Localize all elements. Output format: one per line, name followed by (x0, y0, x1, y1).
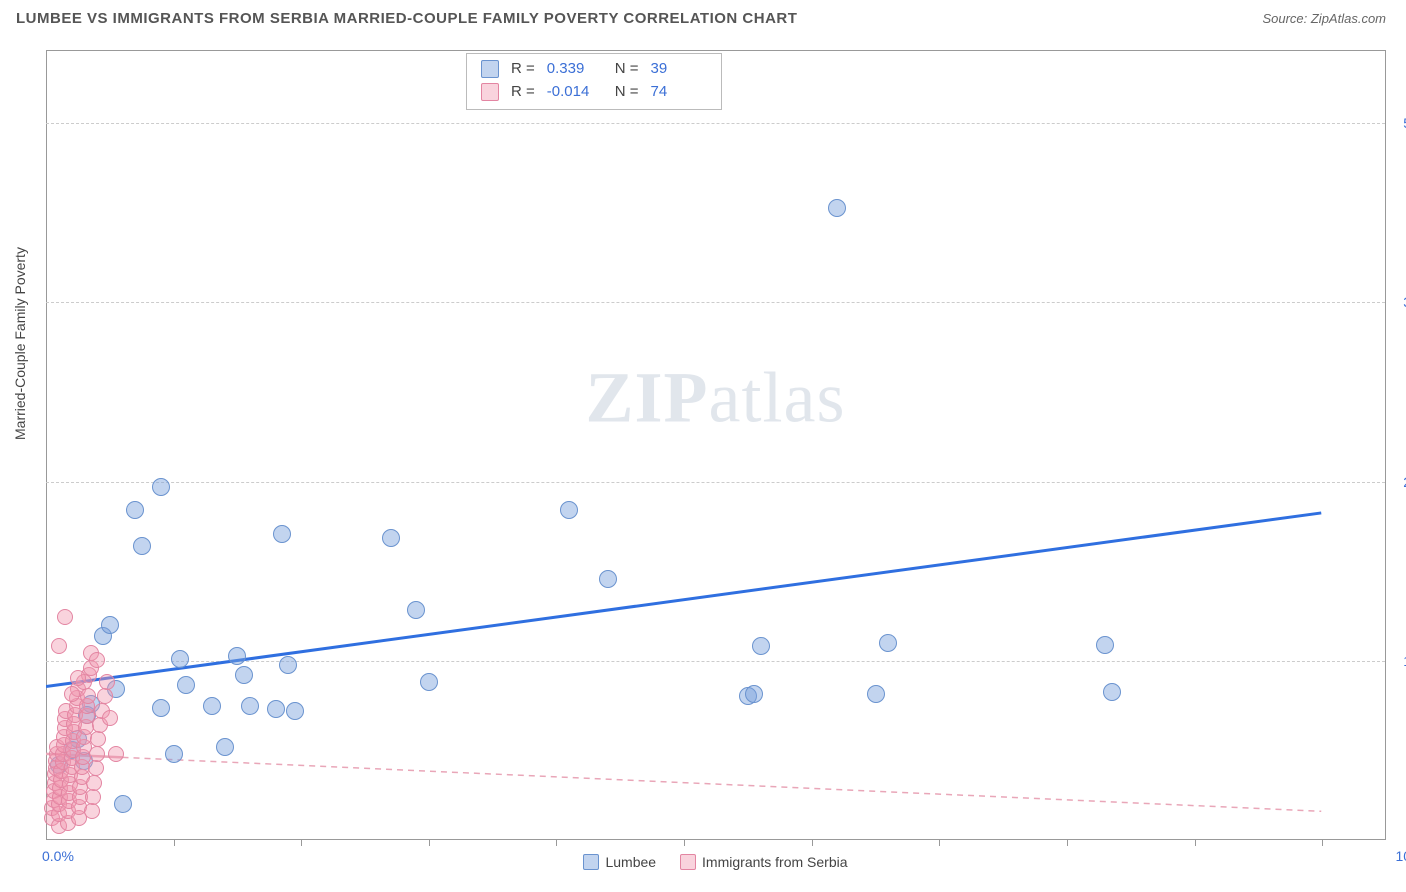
data-point (165, 745, 183, 763)
data-point (51, 638, 67, 654)
r-value: 0.339 (547, 58, 603, 81)
data-point (108, 746, 124, 762)
data-point (752, 637, 770, 655)
series-swatch (481, 83, 499, 101)
legend-label: Immigrants from Serbia (702, 854, 847, 870)
legend: Lumbee Immigrants from Serbia (46, 854, 1385, 870)
data-point (97, 688, 113, 704)
y-axis-label: Married-Couple Family Poverty (12, 247, 28, 440)
n-label: N = (615, 58, 639, 81)
data-point (99, 674, 115, 690)
chart-source: Source: ZipAtlas.com (1262, 11, 1386, 26)
legend-label: Lumbee (605, 854, 656, 870)
x-tick (1322, 840, 1323, 846)
x-tick (939, 840, 940, 846)
data-point (57, 609, 73, 625)
data-point (216, 738, 234, 756)
data-point (241, 697, 259, 715)
data-point (1096, 636, 1114, 654)
data-point (171, 650, 189, 668)
stats-row: R = 0.339 N = 39 (481, 58, 707, 81)
data-point (203, 697, 221, 715)
data-point (286, 702, 304, 720)
r-value: -0.014 (547, 81, 603, 104)
x-tick (1195, 840, 1196, 846)
legend-item: Lumbee (583, 854, 656, 870)
data-point (80, 688, 96, 704)
legend-swatch (680, 854, 696, 870)
data-point (1103, 683, 1121, 701)
x-tick (1067, 840, 1068, 846)
data-point (279, 656, 297, 674)
scatter-plot (46, 51, 1385, 840)
data-point (89, 746, 105, 762)
data-point (407, 601, 425, 619)
data-point (86, 775, 102, 791)
x-tick (174, 840, 175, 846)
stats-box: R = 0.339 N = 39 R = -0.014 N = 74 (466, 53, 722, 110)
data-point (382, 529, 400, 547)
data-point (228, 647, 246, 665)
x-tick (301, 840, 302, 846)
data-point (89, 652, 105, 668)
data-point (70, 670, 86, 686)
data-point (84, 803, 100, 819)
data-point (867, 685, 885, 703)
data-point (152, 478, 170, 496)
n-label: N = (615, 81, 639, 104)
data-point (90, 731, 106, 747)
data-point (64, 686, 80, 702)
data-point (133, 537, 151, 555)
legend-item: Immigrants from Serbia (680, 854, 847, 870)
x-tick (429, 840, 430, 846)
stats-row: R = -0.014 N = 74 (481, 81, 707, 104)
n-value: 39 (651, 58, 707, 81)
x-tick (556, 840, 557, 846)
x-max-label: 100.0% (1396, 848, 1406, 864)
x-tick (812, 840, 813, 846)
r-label: R = (511, 81, 535, 104)
n-value: 74 (651, 81, 707, 104)
chart-header: LUMBEE VS IMMIGRANTS FROM SERBIA MARRIED… (0, 0, 1406, 33)
data-point (599, 570, 617, 588)
data-point (828, 199, 846, 217)
legend-swatch (583, 854, 599, 870)
data-point (88, 760, 104, 776)
series-swatch (481, 60, 499, 78)
chart-title: LUMBEE VS IMMIGRANTS FROM SERBIA MARRIED… (16, 10, 797, 27)
data-point (114, 795, 132, 813)
data-point (879, 634, 897, 652)
data-point (560, 501, 578, 519)
chart-area: ZIPatlas 12.5%25.0%37.5%50.0% R =0.339N … (46, 50, 1386, 840)
data-point (85, 789, 101, 805)
r-label: R = (511, 58, 535, 81)
x-tick (684, 840, 685, 846)
data-point (126, 501, 144, 519)
data-point (267, 700, 285, 718)
data-point (102, 710, 118, 726)
data-point (420, 673, 438, 691)
data-point (152, 699, 170, 717)
data-point (273, 525, 291, 543)
data-point (101, 616, 119, 634)
data-point (177, 676, 195, 694)
data-point (235, 666, 253, 684)
data-point (745, 685, 763, 703)
